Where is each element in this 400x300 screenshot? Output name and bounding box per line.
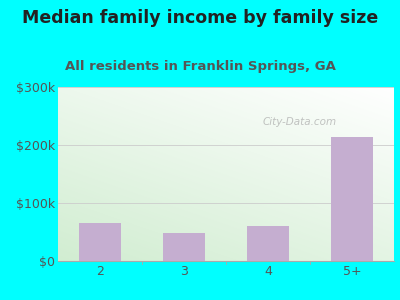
Bar xyxy=(163,233,205,261)
Bar xyxy=(331,137,373,261)
Text: City-Data.com: City-Data.com xyxy=(263,117,337,127)
Text: Median family income by family size: Median family income by family size xyxy=(22,9,378,27)
Text: All residents in Franklin Springs, GA: All residents in Franklin Springs, GA xyxy=(64,60,336,73)
Bar xyxy=(247,226,289,261)
Bar xyxy=(79,223,121,261)
